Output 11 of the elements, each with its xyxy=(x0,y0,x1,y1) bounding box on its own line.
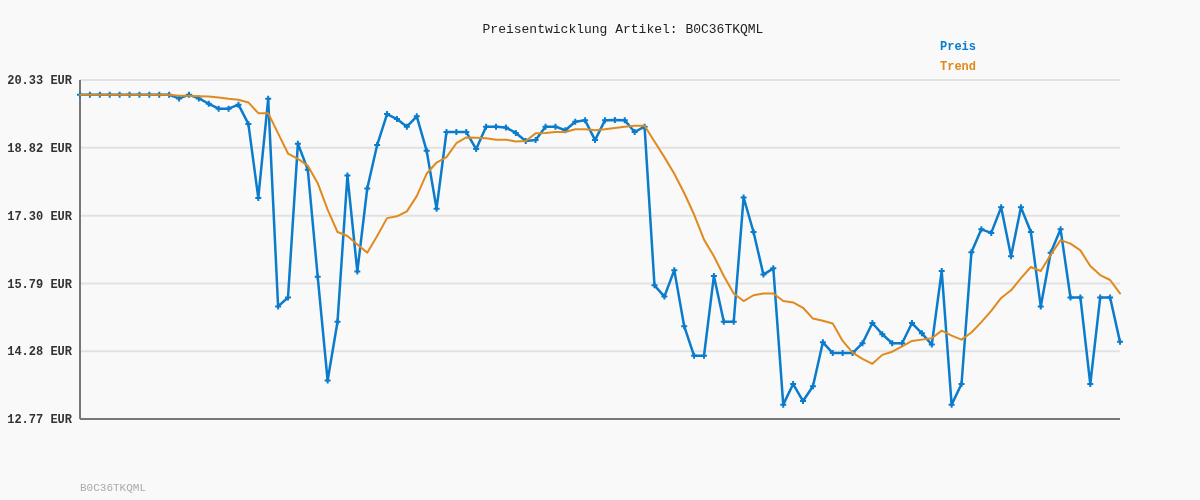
text: Preis xyxy=(940,40,977,54)
y-tick-label: 15.79 EUR xyxy=(7,277,73,292)
text: B0C36TKQML xyxy=(80,482,147,494)
text: Trend xyxy=(940,60,977,74)
y-tick-label: 18.82 EUR xyxy=(7,141,73,156)
y-tick-label: 12.77 EUR xyxy=(7,413,73,428)
line-series xyxy=(79,93,1121,365)
y-tick-label: 20.33 EUR xyxy=(7,74,73,89)
y-tick-label: 17.30 EUR xyxy=(7,210,73,225)
y-tick-label: 14.28 EUR xyxy=(7,345,73,360)
chart-title: Preisentwicklung Artikel: B0C36TKQML xyxy=(482,22,764,37)
